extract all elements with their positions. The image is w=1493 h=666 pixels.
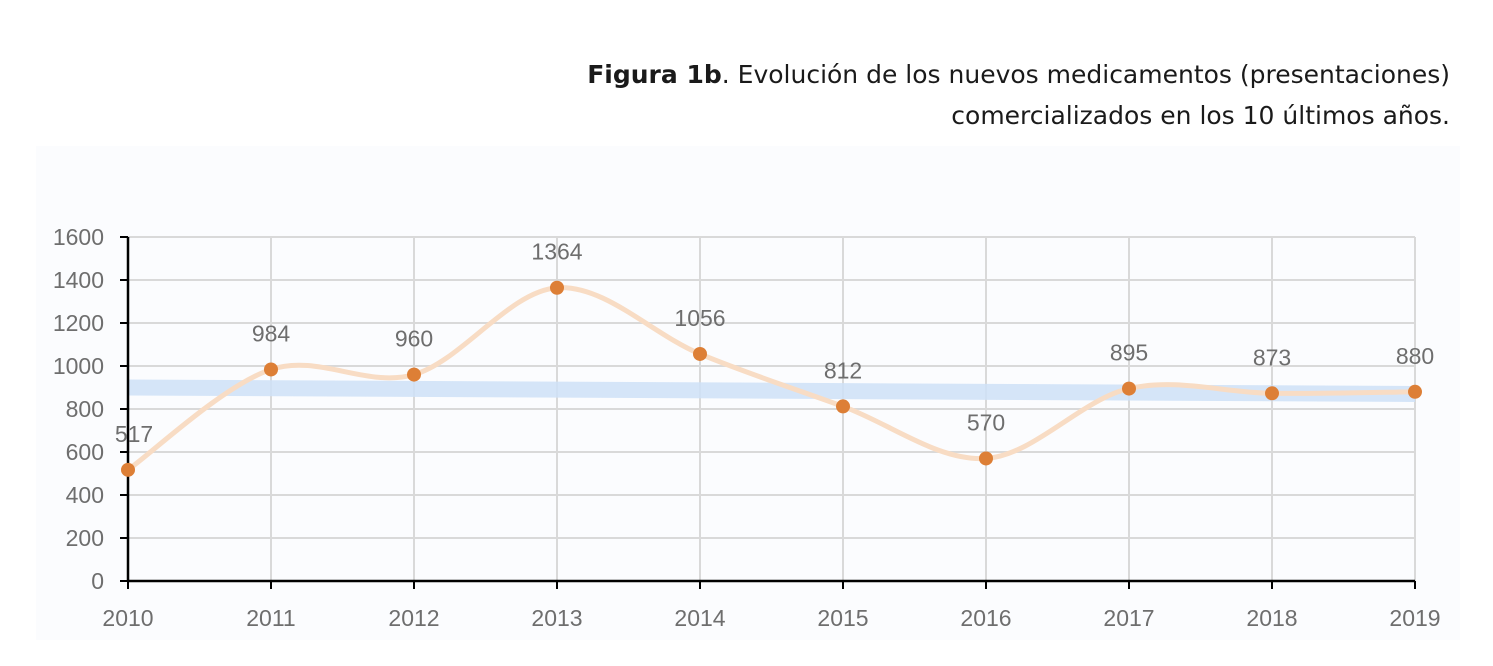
caption-text-1: . Evolución de los nuevos medicamentos (… xyxy=(721,60,1450,89)
trend-band xyxy=(127,379,1416,402)
x-tick-label: 2010 xyxy=(102,605,153,631)
series-line xyxy=(125,285,1418,473)
x-tick-label: 2011 xyxy=(246,605,295,631)
y-tick-label: 200 xyxy=(66,525,104,551)
y-tick-label: 600 xyxy=(66,439,104,465)
data-point xyxy=(979,451,993,466)
caption-line-2: comercializados en los 10 últimos años. xyxy=(951,101,1450,130)
data-point xyxy=(121,462,135,477)
y-tick-label: 400 xyxy=(66,482,104,508)
figure-label: Figura 1b xyxy=(587,60,722,89)
y-tick-label: 1400 xyxy=(53,267,104,293)
data-point xyxy=(550,280,564,295)
data-label: 570 xyxy=(967,409,1005,435)
data-label: 873 xyxy=(1253,344,1291,370)
data-label: 1056 xyxy=(674,305,725,331)
data-label: 895 xyxy=(1110,340,1148,366)
data-point xyxy=(407,367,421,382)
x-tick-label: 2019 xyxy=(1389,605,1440,631)
data-label: 812 xyxy=(824,357,862,383)
caption-line-1: Figura 1b. Evolución de los nuevos medic… xyxy=(450,54,1450,95)
x-tick-label: 2017 xyxy=(1103,605,1154,631)
data-point xyxy=(1408,384,1422,399)
x-tick-label: 2014 xyxy=(674,605,725,631)
y-tick-label: 1600 xyxy=(53,224,104,250)
y-tick-label: 1000 xyxy=(53,353,104,379)
data-point xyxy=(836,399,850,414)
x-tick-label: 2013 xyxy=(531,605,582,631)
y-tick-label: 800 xyxy=(66,396,104,422)
data-label: 517 xyxy=(115,421,153,447)
x-tick-label: 2012 xyxy=(388,605,439,631)
data-point xyxy=(1122,381,1136,396)
y-tick-label: 1200 xyxy=(53,310,104,336)
data-label: 984 xyxy=(252,320,291,346)
data-point xyxy=(1265,386,1279,401)
data-point xyxy=(264,362,278,377)
y-tick-label: 0 xyxy=(91,568,104,594)
x-tick-label: 2016 xyxy=(960,605,1011,631)
data-label: 1364 xyxy=(531,239,582,265)
x-tick-label: 2015 xyxy=(817,605,868,631)
x-tick-label: 2018 xyxy=(1246,605,1297,631)
data-point xyxy=(693,346,707,361)
data-label: 880 xyxy=(1396,343,1434,369)
data-label: 960 xyxy=(395,326,433,352)
figure-caption: Figura 1b. Evolución de los nuevos medic… xyxy=(450,54,1450,136)
